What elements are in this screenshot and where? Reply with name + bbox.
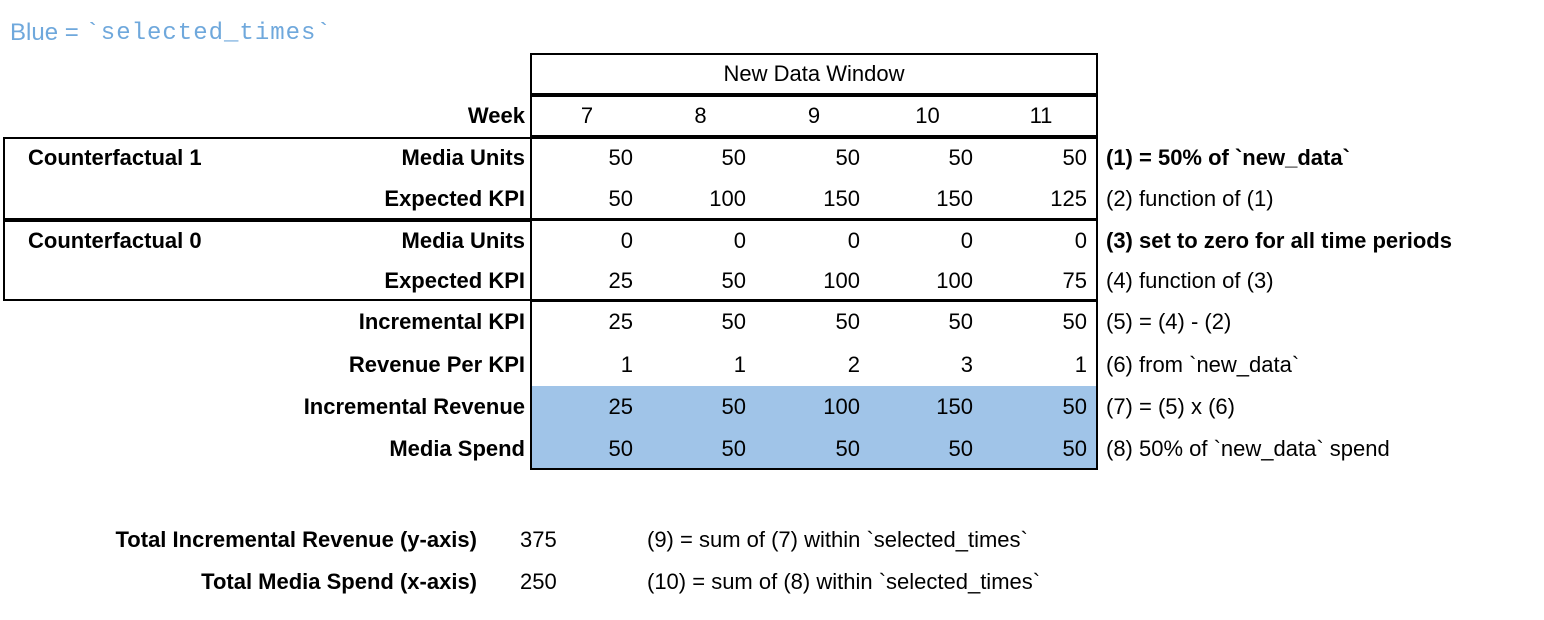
legend: Blue = `selected_times` xyxy=(10,16,332,50)
total-incremental-revenue-value: 375 xyxy=(520,527,557,552)
table-cell-highlighted: 50 xyxy=(721,436,746,461)
table-cell: 50 xyxy=(948,144,973,170)
week-cell: 8 xyxy=(694,103,707,128)
table-cell: 1 xyxy=(620,351,633,377)
table-cell: 3 xyxy=(960,351,973,377)
table-cell-highlighted: 25 xyxy=(608,394,633,419)
row-label-incremental-kpi: Incremental KPI xyxy=(358,309,525,334)
table-cell: 25 xyxy=(608,309,633,334)
table-cell: 50 xyxy=(835,309,860,334)
group-label-counterfactual-0: Counterfactual 0 xyxy=(28,227,202,253)
annotation-8: (8) 50% of `new_data` spend xyxy=(1106,436,1390,461)
week-cell: 9 xyxy=(807,103,821,128)
row-label-expected-kpi-cf1: Expected KPI xyxy=(384,186,525,211)
counterfactual-1-box xyxy=(3,137,532,220)
table-cell: 150 xyxy=(936,186,973,211)
table-cell: 100 xyxy=(709,186,746,211)
table-cell-highlighted: 100 xyxy=(823,394,860,419)
counterfactual-0-box xyxy=(3,220,532,301)
week-row-box xyxy=(530,95,1098,137)
table-cell-highlighted: 50 xyxy=(1062,436,1087,461)
table-cell: 0 xyxy=(733,227,746,253)
table-cell: 50 xyxy=(835,144,860,170)
table-cell-highlighted: 50 xyxy=(948,436,973,461)
table-cell: 50 xyxy=(721,268,746,293)
table-cell: 0 xyxy=(620,227,633,253)
table-cell: 100 xyxy=(936,268,973,293)
legend-blue-label: Blue = xyxy=(10,19,86,46)
annotation-3: (3) set to zero for all time periods xyxy=(1106,227,1452,253)
table-cell: 50 xyxy=(1062,144,1087,170)
table-cell: 1 xyxy=(1074,351,1087,377)
row-label-incremental-revenue: Incremental Revenue xyxy=(303,394,525,419)
row-label-media-units-cf1: Media Units xyxy=(401,144,525,170)
group-label-counterfactual-1: Counterfactual 1 xyxy=(28,144,202,170)
table-cell: 25 xyxy=(608,268,633,293)
table-cell-highlighted: 50 xyxy=(1062,394,1087,419)
annotation-6: (6) from `new_data` xyxy=(1106,351,1300,377)
row-label-expected-kpi-cf0: Expected KPI xyxy=(384,268,525,293)
table-cell: 100 xyxy=(823,268,860,293)
table-cell: 50 xyxy=(608,144,633,170)
table-cell: 50 xyxy=(721,309,746,334)
row-label-media-units-cf0: Media Units xyxy=(401,227,525,253)
total-media-spend-label: Total Media Spend (x-axis) xyxy=(201,569,477,594)
week-cell: 10 xyxy=(915,103,940,128)
table-cell: 0 xyxy=(1074,227,1087,253)
table-divider-counterfactuals xyxy=(530,218,1098,221)
table-cell: 0 xyxy=(847,227,860,253)
table-cell-highlighted: 50 xyxy=(608,436,633,461)
total-incremental-revenue-label: Total Incremental Revenue (y-axis) xyxy=(115,527,478,552)
table-cell: 50 xyxy=(721,144,746,170)
table-cell: 50 xyxy=(1062,309,1087,334)
table-cell: 150 xyxy=(823,186,860,211)
week-label: Week xyxy=(467,103,525,128)
table-cell: 50 xyxy=(608,186,633,211)
selected-times-highlight xyxy=(532,386,1096,468)
row-label-revenue-per-kpi: Revenue Per KPI xyxy=(348,351,525,377)
annotation-9: (9) = sum of (7) within `selected_times` xyxy=(647,527,1028,552)
table-cell: 2 xyxy=(847,351,860,377)
table-cell-highlighted: 150 xyxy=(936,394,973,419)
week-cell: 7 xyxy=(580,103,594,128)
annotation-7: (7) = (5) x (6) xyxy=(1106,394,1235,419)
new-data-window-title: New Data Window xyxy=(723,61,905,86)
annotation-4: (4) function of (3) xyxy=(1106,268,1274,293)
table-cell: 0 xyxy=(960,227,973,253)
table-cell: 50 xyxy=(948,309,973,334)
table-cell: 75 xyxy=(1062,268,1087,293)
table-cell: 125 xyxy=(1050,186,1087,211)
row-label-media-spend: Media Spend xyxy=(389,436,525,461)
annotation-2: (2) function of (1) xyxy=(1106,186,1274,211)
legend-code: `selected_times` xyxy=(85,19,332,47)
annotation-5: (5) = (4) - (2) xyxy=(1106,309,1232,334)
new-data-window-box: New Data Window xyxy=(530,53,1098,95)
table-cell-highlighted: 50 xyxy=(721,394,746,419)
table-cell: 1 xyxy=(733,351,746,377)
annotation-10: (10) = sum of (8) within `selected_times… xyxy=(647,569,1041,594)
total-media-spend-value: 250 xyxy=(520,569,557,594)
table-divider-derived-rows xyxy=(530,299,1098,302)
table-cell-highlighted: 50 xyxy=(835,436,860,461)
annotation-1: (1) = 50% of `new_data` xyxy=(1106,144,1350,170)
week-cell: 11 xyxy=(1029,103,1053,128)
data-table-box xyxy=(530,137,1098,470)
